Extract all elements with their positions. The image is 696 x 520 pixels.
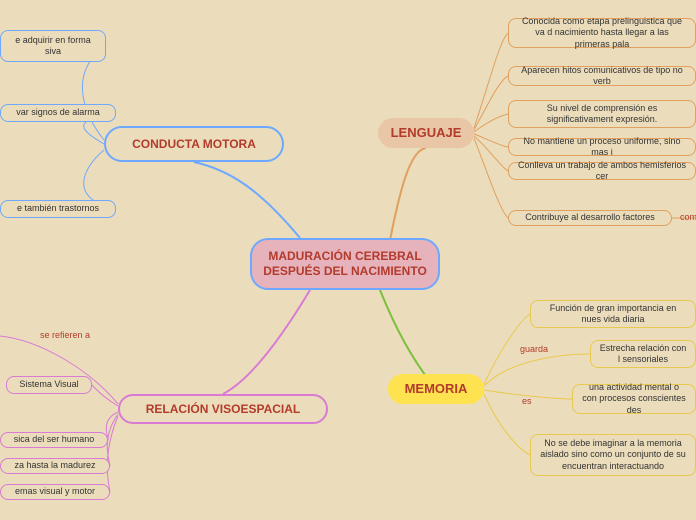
leaf-node: Aparecen hitos comunicativos de tipo no … — [508, 66, 696, 86]
leaf-node: Sistema Visual — [6, 376, 92, 394]
connector-label: es — [522, 396, 532, 406]
leaf-node: Estrecha relación con l sensoriales — [590, 340, 696, 368]
branch-label: CONDUCTA MOTORA — [132, 137, 256, 152]
branch-label: RELACIÓN VISOESPACIAL — [146, 402, 300, 417]
leaf-node: e también trastornos — [0, 200, 116, 218]
leaf-node: emas visual y motor — [0, 484, 110, 500]
leaf-node: Su nivel de comprensión es significativa… — [508, 100, 696, 128]
central-node: MADURACIÓN CEREBRAL DESPUÉS DEL NACIMIEN… — [250, 238, 440, 290]
leaf-node: Función de gran importancia en nues vida… — [530, 300, 696, 328]
branch-conducta-motora: CONDUCTA MOTORA — [104, 126, 284, 162]
connector-label: guarda — [520, 344, 548, 354]
leaf-node: sica del ser humano — [0, 432, 108, 448]
leaf-node: No mantiene un proceso uniforme, sino ma… — [508, 138, 696, 156]
leaf-node: Conlleva un trabajo de ambos hemisferios… — [508, 162, 696, 180]
leaf-node: e adquirir en forma siva — [0, 30, 106, 62]
branch-label: MEMORIA — [405, 381, 468, 397]
leaf-node: No se debe imaginar a la memoria aislado… — [530, 434, 696, 476]
central-label: MADURACIÓN CEREBRAL DESPUÉS DEL NACIMIEN… — [260, 249, 430, 279]
branch-lenguaje: LENGUAJE — [378, 118, 474, 148]
leaf-node: Contribuye al desarrollo factores — [508, 210, 672, 226]
leaf-node: za hasta la madurez — [0, 458, 110, 474]
leaf-node: Conocida como etapa prelinguistica que v… — [508, 18, 696, 48]
branch-label: LENGUAJE — [391, 125, 462, 141]
leaf-node: una actividad mental o con procesos cons… — [572, 384, 696, 414]
connector-label: com — [680, 212, 696, 222]
connector-label: se refieren a — [40, 330, 90, 340]
leaf-node: var signos de alarma — [0, 104, 116, 122]
mindmap-canvas: { "background": "#ebddbb", "central": { … — [0, 0, 696, 520]
branch-relacion-visoespacial: RELACIÓN VISOESPACIAL — [118, 394, 328, 424]
branch-memoria: MEMORIA — [388, 374, 484, 404]
